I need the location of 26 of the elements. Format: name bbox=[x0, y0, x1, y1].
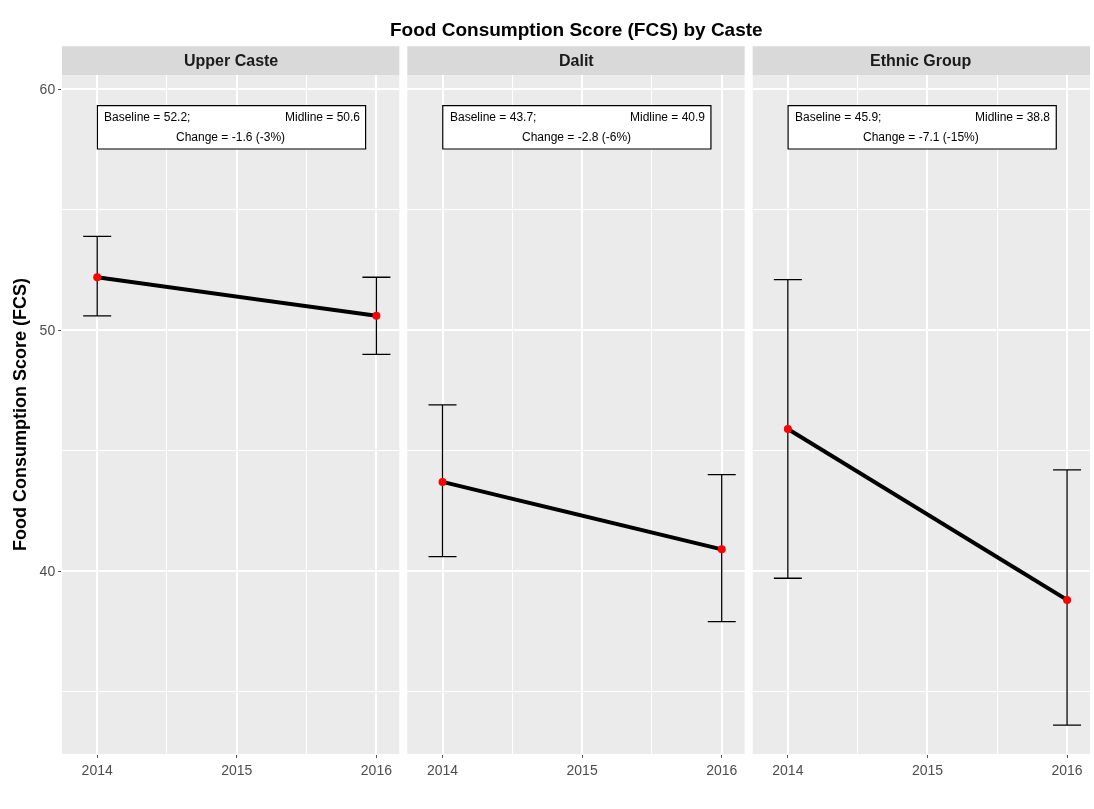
x-tick-label: 2014 bbox=[81, 761, 113, 778]
x-tick-label: 2015 bbox=[566, 761, 598, 778]
y-tick-label: 60 bbox=[39, 81, 56, 98]
x-tick-label: 2016 bbox=[1051, 761, 1083, 778]
x-tick-label: 2016 bbox=[706, 761, 738, 778]
x-tick-label: 2014 bbox=[772, 761, 804, 778]
annotation: Change = -1.6 (-3%) bbox=[176, 130, 286, 144]
chart-title: Food Consumption Score (FCS) by Caste bbox=[390, 19, 763, 40]
annotation: Change = -7.1 (-15%) bbox=[863, 130, 979, 144]
chart-subtitle: Upper Caste bbox=[184, 52, 279, 69]
chart-subtitle: Ethnic Group bbox=[870, 52, 972, 69]
annotation: Baseline = 52.2; bbox=[104, 110, 191, 124]
annotation: Midline = 40.9 bbox=[630, 110, 706, 124]
annotation: Baseline = 45.9; bbox=[795, 110, 882, 124]
annotation: Midline = 38.8 bbox=[975, 110, 1051, 124]
annotation: Baseline = 43.7; bbox=[450, 110, 537, 124]
annotation: Change = -2.8 (-6%) bbox=[522, 130, 632, 144]
x-tick-label: 2015 bbox=[221, 761, 253, 778]
y-tick-label: 50 bbox=[39, 322, 56, 339]
y-axis-title: Food Consumption Score (FCS) bbox=[9, 278, 30, 551]
x-tick-label: 2015 bbox=[911, 761, 944, 778]
x-tick-label: 2016 bbox=[360, 761, 393, 778]
y-tick-label: 40 bbox=[39, 562, 56, 579]
annotation: Midline = 50.6 bbox=[285, 110, 361, 124]
chart-subtitle: Dalit bbox=[559, 52, 595, 69]
x-tick-label: 2014 bbox=[426, 761, 459, 778]
